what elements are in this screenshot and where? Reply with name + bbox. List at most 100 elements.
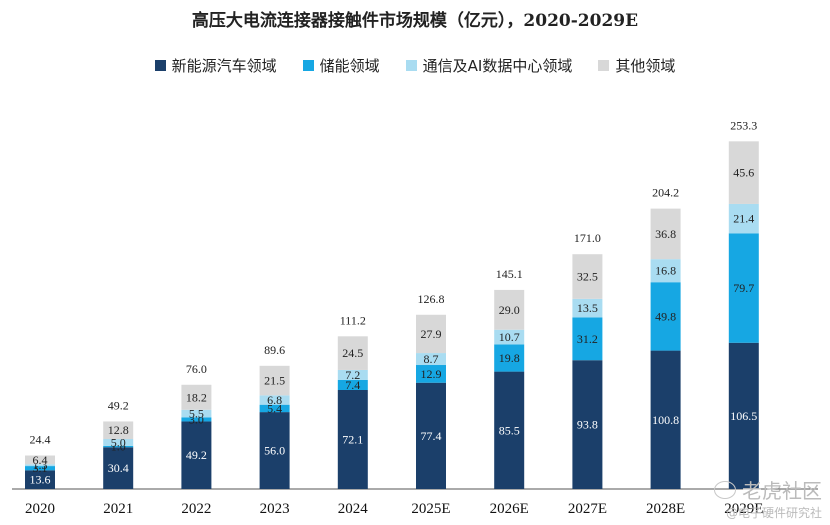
data-label-ev-2026e: 85.5 (499, 423, 520, 437)
bar-other-2021 (103, 421, 134, 440)
data-label-other-2020: 6.4 (33, 453, 48, 467)
legend-item-telecom-ai: 通信及AI数据中心领域 (405, 55, 573, 76)
bar-other-2020 (25, 455, 55, 465)
data-label-ev-2027e: 93.8 (577, 418, 598, 432)
data-label-other-2028e: 36.8 (655, 227, 676, 241)
data-label-other-2023: 21.5 (264, 374, 285, 388)
data-label-other-2024: 24.5 (342, 346, 363, 360)
data-label-storage-2026e: 19.8 (499, 351, 520, 365)
bar-other-2023 (259, 365, 290, 396)
bar-storage-2029e (728, 233, 759, 343)
legend-swatch-storage (302, 60, 314, 71)
bar-other-2028e (650, 208, 681, 260)
legend-swatch-other (598, 60, 610, 71)
bar-telecom-ai-2027e (572, 298, 603, 318)
chart-title: 高压大电流连接器接触件市场规模（亿元），2020-2029E (191, 11, 639, 31)
bar-storage-2020 (25, 466, 55, 471)
data-label-storage-2029e: 79.7 (733, 281, 754, 295)
x-tick-label-2029e: 2029E (724, 501, 763, 517)
data-label-other-2027e: 32.5 (577, 270, 598, 284)
bar-ev-2020 (25, 470, 55, 489)
x-tick-label-2028e: 2028E (646, 501, 685, 517)
bar-telecom-ai-2020 (25, 464, 55, 467)
data-label-telecom-ai-2027e: 13.5 (577, 301, 598, 315)
bar-storage-2023 (259, 404, 290, 413)
bar-ev-2024 (337, 390, 368, 489)
total-label-2023: 89.6 (264, 343, 285, 357)
bar-storage-2027e (572, 317, 603, 361)
data-label-ev-2024: 72.1 (342, 433, 363, 447)
data-label-telecom-ai-2026e: 10.7 (499, 330, 520, 344)
bar-other-2026e (494, 289, 525, 330)
total-label-2021: 49.2 (108, 398, 129, 412)
data-label-storage-2027e: 31.2 (577, 332, 598, 346)
bar-ev-2021 (103, 447, 134, 489)
data-label-telecom-ai-2024: 7.2 (345, 368, 360, 382)
legend-label-telecom-ai: 通信及AI数据中心领域 (422, 57, 573, 75)
data-label-other-2029e: 45.6 (733, 166, 754, 180)
legend-item-storage: 储能领域 (302, 55, 380, 76)
x-tick-label-2026e: 2026E (490, 501, 529, 517)
bar-storage-2028e (650, 282, 681, 351)
bar-telecom-ai-2021 (103, 439, 134, 446)
bar-telecom-ai-2023 (259, 395, 290, 405)
data-label-other-2022: 18.2 (186, 390, 207, 404)
data-label-ev-2029e: 106.5 (730, 409, 757, 423)
bar-telecom-ai-2028e (650, 259, 681, 283)
total-label-2022: 76.0 (186, 362, 207, 376)
data-label-telecom-ai-2028e: 16.8 (655, 264, 676, 278)
x-tick-label-2024: 2024 (338, 501, 369, 517)
data-label-storage-2028e: 49.8 (655, 309, 676, 323)
x-tick-label-2025e: 2025E (411, 501, 450, 517)
bar-other-2022 (181, 384, 212, 410)
data-label-storage-2023: 5.4 (267, 401, 282, 415)
legend-label-ev: 新能源汽车领域 (171, 57, 277, 75)
data-label-ev-2023: 56.0 (264, 444, 285, 458)
data-label-other-2026e: 29.0 (499, 303, 520, 317)
data-label-telecom-ai-2029e: 21.4 (733, 212, 754, 226)
bar-ev-2023 (259, 412, 290, 489)
data-label-ev-2022: 49.2 (186, 448, 207, 462)
legend-swatch-telecom-ai (405, 60, 417, 71)
tiger-logo-icon (714, 480, 736, 499)
legend-swatch-ev (154, 60, 166, 71)
bar-telecom-ai-2026e (494, 329, 525, 345)
bar-ev-2028e (650, 350, 681, 489)
data-label-ev-2021: 30.4 (108, 461, 129, 475)
data-label-ev-2025e: 77.4 (421, 429, 442, 443)
total-label-2026e: 145.1 (496, 267, 523, 281)
bar-other-2024 (337, 336, 368, 370)
bar-other-2027e (572, 254, 603, 299)
bar-storage-2024 (337, 379, 368, 391)
legend-label-storage: 储能领域 (319, 57, 380, 75)
data-label-storage-2025e: 12.9 (421, 367, 442, 381)
legend-item-ev: 新能源汽车领域 (154, 55, 277, 76)
bar-telecom-ai-2025e (416, 353, 446, 366)
total-label-2029e: 253.3 (730, 118, 757, 132)
data-label-storage-2024: 7.4 (345, 378, 360, 392)
bar-storage-2025e (416, 365, 446, 383)
bar-storage-2022 (181, 417, 212, 422)
bar-storage-2026e (494, 344, 525, 372)
chart-legend: 新能源汽车领域 储能领域 通信及AI数据中心领域 其他领域 (0, 55, 830, 76)
total-label-2024: 111.2 (340, 313, 366, 327)
watermark: 老虎社区 @电子硬件研究社 (714, 475, 822, 521)
total-label-2025e: 126.8 (418, 292, 445, 306)
legend-item-other: 其他领域 (598, 55, 675, 76)
total-label-2028e: 204.2 (652, 186, 679, 200)
data-label-telecom-ai-2023: 6.8 (267, 393, 282, 407)
data-label-telecom-ai-2025e: 8.7 (424, 352, 439, 366)
data-label-telecom-ai-2022: 5.5 (189, 407, 204, 421)
x-tick-label-2022: 2022 (181, 501, 211, 517)
bar-telecom-ai-2024 (337, 369, 368, 380)
bar-ev-2025e (416, 382, 446, 489)
x-tick-label-2027e: 2027E (568, 501, 607, 517)
watermark-line1: 老虎社区 (742, 479, 822, 503)
bar-ev-2022 (181, 421, 212, 489)
bar-other-2029e (728, 141, 759, 204)
bar-ev-2029e (728, 342, 759, 489)
total-label-2020: 24.4 (30, 432, 51, 446)
bar-other-2025e (416, 314, 446, 354)
legend-label-other: 其他领域 (615, 57, 676, 75)
